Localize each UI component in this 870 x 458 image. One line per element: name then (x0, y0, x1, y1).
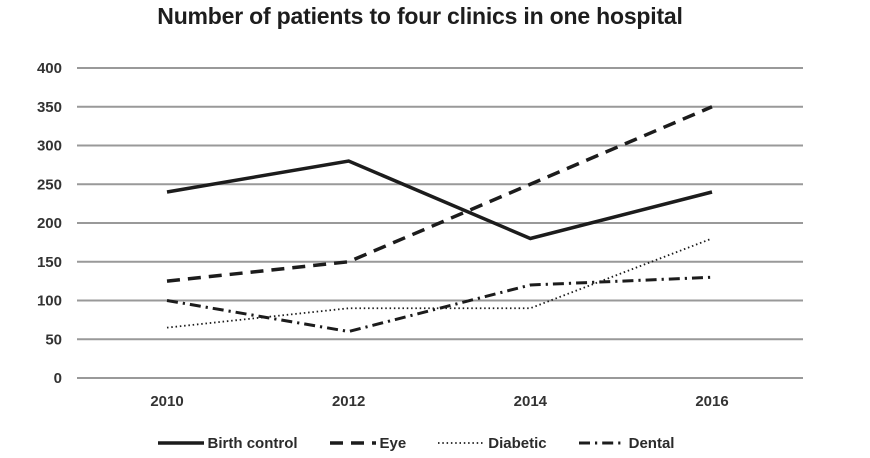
x-tick-label: 2010 (150, 393, 183, 410)
chart-title: Number of patients to four clinics in on… (157, 3, 683, 29)
legend-item-label: Dental (628, 434, 675, 452)
series-line-diabetic (166, 237, 713, 329)
solid-line-sample-icon (157, 441, 204, 445)
series-line-dental (166, 275, 713, 334)
y-tick-label: 200 (37, 215, 62, 232)
y-tick-label: 150 (37, 254, 62, 271)
series-line-eye (166, 105, 713, 283)
y-tick-label: 100 (37, 293, 62, 310)
y-tick-label: 400 (37, 60, 62, 77)
x-tick-label: 2012 (332, 393, 365, 410)
legend-item-dental: Dental (577, 434, 675, 452)
y-tick-label: 300 (37, 138, 62, 155)
legend-item-label: Eye (379, 434, 407, 452)
legend-item-label: Birth control (207, 434, 298, 452)
y-tick-label: 350 (37, 99, 62, 116)
dashdot-line-sample-icon (578, 441, 625, 445)
series-line-birth-control (166, 159, 713, 241)
legend-item-label: Diabetic (488, 434, 547, 452)
y-tick-label: 0 (54, 370, 62, 387)
dotted-line-sample-icon (438, 442, 485, 444)
y-tick-label: 250 (37, 176, 62, 193)
legend-item-eye: Eye (328, 434, 407, 452)
x-tick-label: 2016 (695, 393, 728, 410)
dashed-line-sample-icon (329, 441, 376, 445)
x-tick-label: 2014 (514, 393, 548, 410)
legend-item-birth-control: Birth control (156, 435, 298, 452)
y-tick-label: 50 (45, 331, 62, 348)
chart-legend: Birth control Eye Diabetic Dental (0, 431, 830, 455)
legend-item-diabetic: Diabetic (436, 434, 547, 452)
